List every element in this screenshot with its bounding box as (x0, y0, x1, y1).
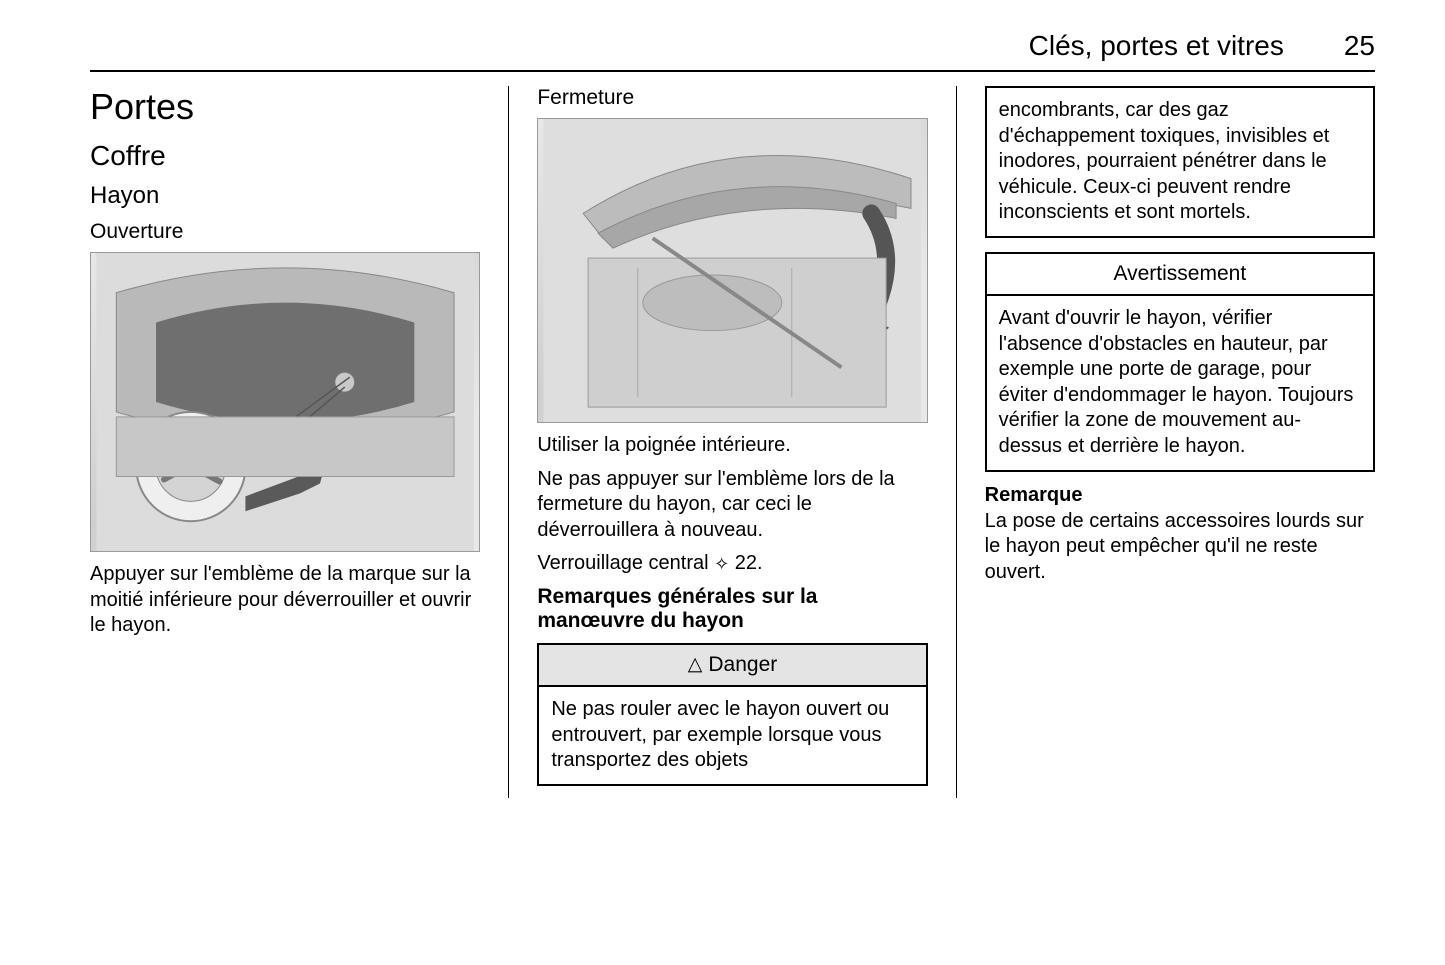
crossref-icon: ✧ (714, 553, 729, 576)
figure-open-tailgate (90, 252, 480, 552)
heading-coffre: Coffre (90, 140, 480, 172)
page-header: Clés, portes et vitres 25 (90, 30, 1375, 72)
manual-page: Clés, portes et vitres 25 Portes Coffre … (0, 0, 1445, 828)
heading-remarques-generales: Remarques générales sur la manœuvre du h… (537, 585, 927, 633)
content-columns: Portes Coffre Hayon Ouverture (90, 86, 1375, 798)
section-title: Clés, portes et vitres (1029, 30, 1284, 62)
paragraph-crossref: Verrouillage central ✧ 22. (537, 551, 927, 577)
avertissement-label: Avertissement (1113, 262, 1246, 286)
heading-fermeture: Fermeture (537, 86, 927, 110)
page-number: 25 (1344, 30, 1375, 62)
paragraph: Ne pas appuyer sur l'emblème lors de la … (537, 467, 927, 544)
avertissement-header: Avertissement (987, 254, 1373, 296)
text: 22. (729, 552, 762, 574)
heading-hayon: Hayon (90, 182, 480, 210)
paragraph: Appuyer sur l'emblème de la marque sur l… (90, 562, 480, 639)
danger-box-continued: encombrants, car des gaz d'échappement t… (985, 86, 1375, 238)
remarque-title: Remarque (985, 484, 1375, 507)
danger-label: Danger (708, 653, 777, 677)
paragraph: Utiliser la poignée intérieure. (537, 433, 927, 459)
text: Verrouillage central (537, 552, 714, 574)
warning-triangle-icon: △ (688, 653, 703, 676)
heading-portes: Portes (90, 86, 480, 128)
danger-box: △ Danger Ne pas rouler avec le hayon ouv… (537, 643, 927, 786)
heading-ouverture: Ouverture (90, 220, 480, 244)
avertissement-body: Avant d'ouvrir le hayon, vérifier l'abse… (987, 296, 1373, 470)
danger-body: Ne pas rouler avec le hayon ouvert ou en… (539, 687, 925, 784)
column-3: encombrants, car des gaz d'échappement t… (956, 86, 1375, 798)
remarque-body: La pose de certains accessoires lourds s… (985, 509, 1375, 586)
avertissement-box: Avertissement Avant d'ouvrir le hayon, v… (985, 252, 1375, 472)
danger-header: △ Danger (539, 645, 925, 687)
column-1: Portes Coffre Hayon Ouverture (90, 86, 508, 798)
column-2: Fermeture Utiliser la poignée intérieure… (508, 86, 955, 798)
figure-close-tailgate (537, 118, 927, 423)
